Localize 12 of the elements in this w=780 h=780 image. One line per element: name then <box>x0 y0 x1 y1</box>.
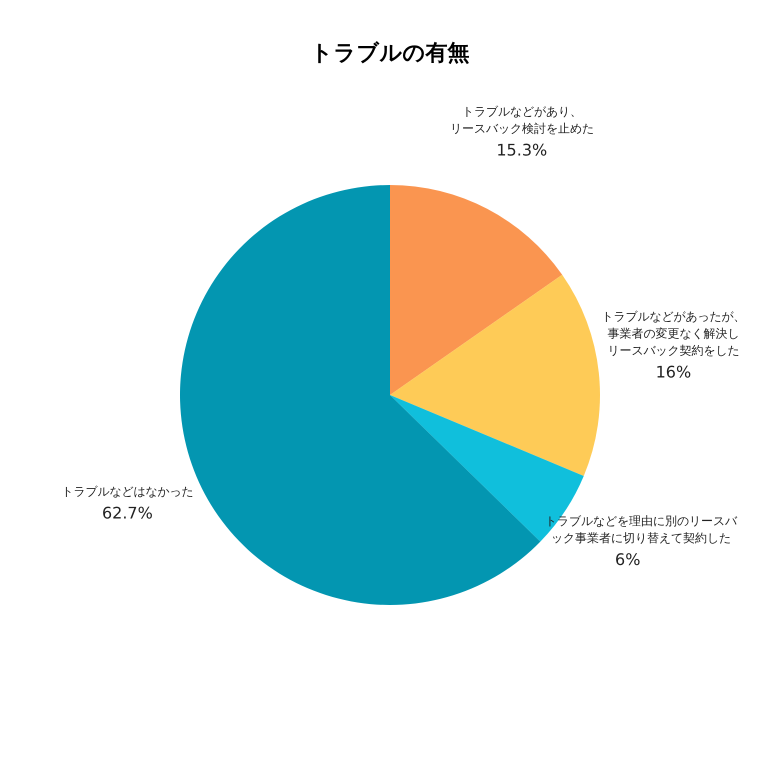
slice-label: トラブルなどがあり、リースバック検討を止めた <box>450 104 594 136</box>
data-label: 16% <box>656 362 692 382</box>
slice-label: トラブルなどがあったが、事業者の変更なく解決しリースバック契約をした <box>601 310 746 358</box>
data-label: 6% <box>615 550 640 570</box>
pie-slice <box>180 185 540 605</box>
chart-title: トラブルの有無 <box>310 41 470 66</box>
pie-slice <box>390 274 600 476</box>
pie-slice <box>390 185 562 395</box>
slice-label: トラブルなどはなかった <box>61 484 194 499</box>
data-label: 15.3% <box>496 140 548 160</box>
slice-label: トラブルなどを理由に別のリースバック事業者に切り替えて契約した <box>545 514 738 546</box>
data-label: 62.7% <box>102 504 153 523</box>
